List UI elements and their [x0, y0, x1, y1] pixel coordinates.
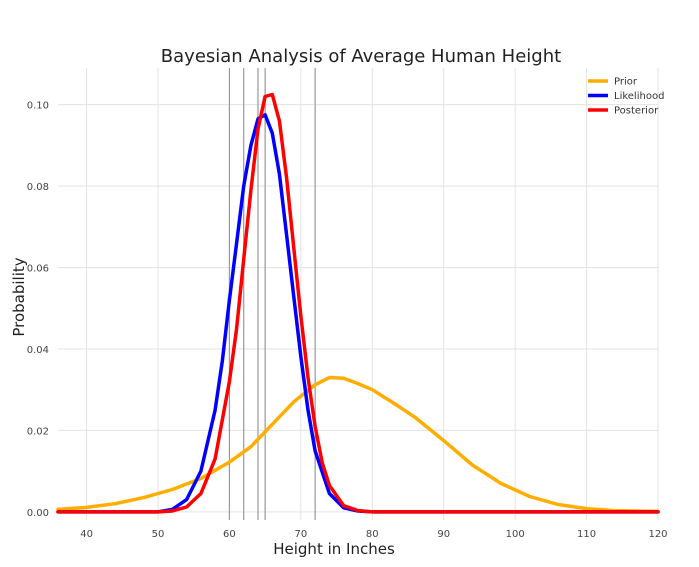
x-tick-label: 100	[506, 529, 525, 540]
series-line-prior	[56, 375, 660, 514]
y-tick-label: 0.06	[27, 264, 49, 275]
x-axis-label: Height in Inches	[273, 540, 395, 558]
series-line-likelihood	[56, 113, 660, 514]
y-tick-labels: 0.00 0.02 0.04 0.06 0.08 0.10	[27, 101, 49, 519]
y-tick-label: 0.10	[27, 101, 49, 112]
x-tick-label: 120	[648, 529, 667, 540]
series-layer	[56, 92, 660, 514]
legend: Prior Likelihood Posterior	[588, 77, 664, 117]
x-tick-label: 60	[223, 529, 236, 540]
legend-label-prior: Prior	[614, 77, 638, 88]
y-tick-label: 0.08	[27, 182, 49, 193]
x-tick-label: 90	[437, 529, 450, 540]
y-axis-label: Probability	[10, 257, 28, 336]
x-tick-label: 80	[366, 529, 379, 540]
y-tick-label: 0.04	[27, 345, 49, 356]
y-tick-label: 0.00	[27, 508, 49, 519]
x-tick-label: 70	[294, 529, 307, 540]
plot-background	[58, 68, 658, 520]
series-line-posterior	[56, 92, 660, 514]
y-tick-label: 0.02	[27, 426, 49, 437]
x-tick-labels: 40 50 60 70 80 90 100 110 120	[80, 529, 667, 540]
legend-label-likelihood: Likelihood	[614, 91, 664, 102]
x-tick-label: 110	[577, 529, 596, 540]
x-tick-label: 40	[80, 529, 93, 540]
grid-layer	[58, 68, 659, 520]
chart-title: Bayesian Analysis of Average Human Heigh…	[161, 46, 561, 67]
legend-label-posterior: Posterior	[614, 106, 659, 117]
x-tick-label: 50	[152, 529, 165, 540]
